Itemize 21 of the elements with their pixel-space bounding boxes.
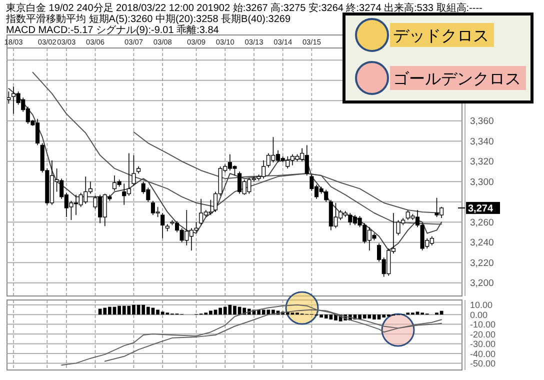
chart-subtitle: 指数平滑移動平均 短期A(5):3260 中期(20):3258 長期B(40):3269 xyxy=(5,13,291,25)
y-tick-label: 3,200 xyxy=(470,278,494,290)
y-tick-label: 3,360 xyxy=(470,116,494,128)
y-tick-label: -30.00 xyxy=(470,339,496,350)
y-tick-label: -20.00 xyxy=(470,329,496,340)
y-tick-label: 3,240 xyxy=(470,238,494,249)
cross-key: デッドクロス ゴールデンクロス xyxy=(342,12,534,104)
y-tick-label: 3,220 xyxy=(470,258,494,269)
y-tick-label: 3,300 xyxy=(470,176,494,188)
y-tick-label: -10.00 xyxy=(470,320,496,330)
y-tick-label: 0.00 xyxy=(470,310,488,320)
text: 3,274 xyxy=(468,203,494,214)
annotation: ゴールデンクロス xyxy=(393,71,521,88)
y-tick-label: 3,260 xyxy=(470,217,494,228)
y-tick-label: -40.00 xyxy=(470,348,496,359)
y-tick-label: 10.00 xyxy=(470,300,493,310)
y-tick-label: 3,320 xyxy=(470,156,494,168)
text: MACD MACD:-5.17 シグナル(9):-9.01 乖離:3.84 xyxy=(6,24,220,36)
y-tick-label: 3,340 xyxy=(470,136,494,148)
y-tick-label: -50.00 xyxy=(470,358,496,368)
chart-title: 東京白金 19/02 240分足 2018/03/22 12:00 201902 始:3267 高:3275 安:3264 終:3274 出来高:533 取組高:---- xyxy=(6,2,482,14)
